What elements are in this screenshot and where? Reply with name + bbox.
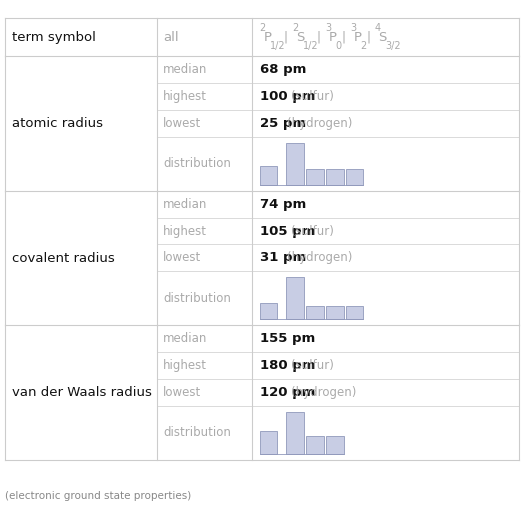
Text: P: P bbox=[329, 31, 337, 43]
Text: distribution: distribution bbox=[163, 426, 231, 439]
Text: 4: 4 bbox=[375, 23, 381, 33]
Text: all: all bbox=[163, 31, 179, 43]
Text: (electronic ground state properties): (electronic ground state properties) bbox=[5, 491, 191, 501]
Text: median: median bbox=[163, 198, 208, 211]
Text: covalent radius: covalent radius bbox=[12, 251, 114, 265]
Text: 2: 2 bbox=[292, 23, 299, 33]
Text: highest: highest bbox=[163, 90, 207, 103]
Text: |: | bbox=[342, 31, 346, 43]
Text: lowest: lowest bbox=[163, 251, 201, 264]
Text: highest: highest bbox=[163, 224, 207, 238]
Text: median: median bbox=[163, 63, 208, 76]
Text: 155 pm: 155 pm bbox=[259, 332, 315, 345]
Text: P: P bbox=[354, 31, 362, 43]
Text: |: | bbox=[366, 31, 370, 43]
Text: lowest: lowest bbox=[163, 117, 201, 130]
Text: (hydrogen): (hydrogen) bbox=[291, 386, 357, 399]
Text: 2: 2 bbox=[259, 23, 266, 33]
Text: median: median bbox=[163, 332, 208, 345]
Text: (sulfur): (sulfur) bbox=[291, 224, 334, 238]
Text: highest: highest bbox=[163, 359, 207, 372]
Bar bbox=[326, 169, 344, 185]
Text: (sulfur): (sulfur) bbox=[291, 359, 334, 372]
Bar bbox=[307, 169, 324, 185]
Text: 180 pm: 180 pm bbox=[259, 359, 315, 372]
Text: 2: 2 bbox=[361, 41, 367, 52]
Bar bbox=[346, 306, 364, 319]
Text: term symbol: term symbol bbox=[12, 31, 95, 43]
Bar bbox=[259, 304, 277, 319]
Text: 105 pm: 105 pm bbox=[259, 224, 315, 238]
Bar bbox=[307, 306, 324, 319]
Text: (hydrogen): (hydrogen) bbox=[287, 117, 352, 130]
Text: (hydrogen): (hydrogen) bbox=[287, 251, 352, 264]
Bar bbox=[259, 431, 277, 454]
Text: P: P bbox=[263, 31, 271, 43]
Bar bbox=[259, 166, 277, 185]
Text: van der Waals radius: van der Waals radius bbox=[12, 386, 151, 399]
Text: 0: 0 bbox=[335, 41, 342, 52]
Bar bbox=[287, 143, 304, 185]
Text: S: S bbox=[378, 31, 387, 43]
Text: 100 pm: 100 pm bbox=[259, 90, 315, 103]
Bar bbox=[287, 277, 304, 319]
Text: atomic radius: atomic radius bbox=[12, 117, 103, 130]
Text: 3: 3 bbox=[350, 23, 356, 33]
Bar bbox=[307, 436, 324, 454]
Text: |: | bbox=[284, 31, 288, 43]
Bar bbox=[346, 169, 364, 185]
Text: 31 pm: 31 pm bbox=[259, 251, 306, 264]
Text: distribution: distribution bbox=[163, 157, 231, 170]
Text: 3: 3 bbox=[325, 23, 331, 33]
Text: lowest: lowest bbox=[163, 386, 201, 399]
Text: 25 pm: 25 pm bbox=[259, 117, 305, 130]
Text: (sulfur): (sulfur) bbox=[291, 90, 334, 103]
Bar bbox=[326, 306, 344, 319]
Bar bbox=[326, 436, 344, 454]
Text: 1/2: 1/2 bbox=[303, 41, 319, 52]
Text: S: S bbox=[296, 31, 304, 43]
Text: 1/2: 1/2 bbox=[270, 41, 286, 52]
Text: 74 pm: 74 pm bbox=[259, 198, 306, 211]
Text: 120 pm: 120 pm bbox=[259, 386, 315, 399]
Text: 68 pm: 68 pm bbox=[259, 63, 306, 76]
Text: 3/2: 3/2 bbox=[385, 41, 401, 52]
Text: distribution: distribution bbox=[163, 292, 231, 305]
Bar bbox=[287, 412, 304, 454]
Text: |: | bbox=[316, 31, 321, 43]
